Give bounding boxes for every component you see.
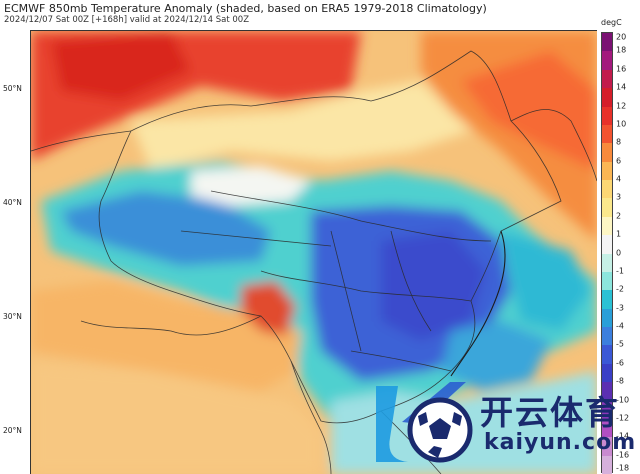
- colorbar-segment: [602, 363, 612, 383]
- colorbar-segment: [602, 345, 612, 364]
- colorbar-segment: [602, 106, 612, 125]
- colorbar-segment: [602, 235, 612, 254]
- colorbar-tick-label: 20: [616, 32, 627, 42]
- watermark-logo: [376, 382, 473, 463]
- colorbar-tick-label: 4: [616, 174, 622, 184]
- colorbar-tick-label: 0: [616, 248, 622, 257]
- colorbar-segment: [602, 33, 612, 52]
- colorbar-tick-label: -16: [616, 450, 630, 460]
- colorbar-segment: [602, 437, 612, 456]
- soccer-ball-icon: [407, 397, 473, 463]
- colorbar-tick-label: 2: [616, 211, 622, 221]
- lat-label-30n: 30°N: [3, 312, 22, 321]
- colorbar-unit: degC: [601, 18, 622, 27]
- colorbar-tick-label: -1: [616, 266, 624, 276]
- colorbar-tick-label: -2: [616, 284, 624, 294]
- lat-label-40n: 40°N: [3, 198, 22, 207]
- lat-label-20n: 20°N: [3, 426, 22, 435]
- colorbar-tick-label: -14: [616, 431, 630, 441]
- colorbar-tick-label: 14: [616, 82, 627, 92]
- colorbar-tick-label: -10: [616, 395, 630, 404]
- watermark-url: kaiyun.com: [484, 430, 637, 455]
- colorbar: [601, 32, 613, 474]
- chart-subtitle: 2024/12/07 Sat 00Z [+168h] valid at 2024…: [4, 15, 250, 25]
- colorbar-tick-label: 18: [616, 45, 627, 55]
- colorbar-segment: [602, 271, 612, 291]
- colorbar-tick-label: 1: [616, 229, 622, 239]
- colorbar-tick-label: 12: [616, 101, 627, 110]
- logo-k-stroke-icon: [376, 386, 408, 462]
- colorbar-segment: [602, 124, 612, 144]
- colorbar-segment: [602, 290, 612, 309]
- colorbar-tick-label: -4: [616, 321, 624, 331]
- colorbar-tick-label: 10: [616, 119, 627, 129]
- colorbar-segment: [602, 327, 612, 346]
- colorbar-segment: [602, 198, 612, 217]
- colorbar-segment: [602, 180, 612, 199]
- colorbar-segment: [602, 161, 612, 180]
- colorbar-segment: [602, 382, 612, 401]
- colorbar-segment: [602, 143, 612, 162]
- colorbar-segment: [602, 216, 612, 236]
- colorbar-tick-label: 16: [616, 64, 627, 74]
- colorbar-tick-label: -6: [616, 358, 624, 368]
- anomaly-map: [30, 30, 597, 474]
- colorbar-segment: [602, 400, 612, 419]
- chart-title: ECMWF 850mb Temperature Anomaly (shaded,…: [4, 2, 487, 15]
- colorbar-tick-label: -18: [616, 463, 630, 473]
- colorbar-segment: [602, 253, 612, 272]
- colorbar-segment: [602, 51, 612, 70]
- country-borders: [31, 50, 597, 474]
- colorbar-segment: [602, 69, 612, 89]
- colorbar-tick-label: -8: [616, 376, 624, 386]
- colorbar-tick-label: -5: [616, 339, 624, 349]
- colorbar-tick-label: -3: [616, 303, 624, 313]
- watermark-name: 开云体育: [480, 393, 620, 432]
- lat-label-50n: 50°N: [3, 84, 22, 93]
- colorbar-segment: [602, 88, 612, 107]
- colorbar-segment: [602, 455, 612, 474]
- colorbar-segment: [602, 418, 612, 438]
- coastline: [450, 230, 506, 377]
- colorbar-tick-label: 6: [616, 156, 622, 166]
- colorbar-segment: [602, 308, 612, 327]
- colorbar-tick-label: 8: [616, 137, 622, 147]
- colorbar-tick-label: 3: [616, 192, 622, 202]
- colorbar-tick-label: -12: [616, 413, 630, 423]
